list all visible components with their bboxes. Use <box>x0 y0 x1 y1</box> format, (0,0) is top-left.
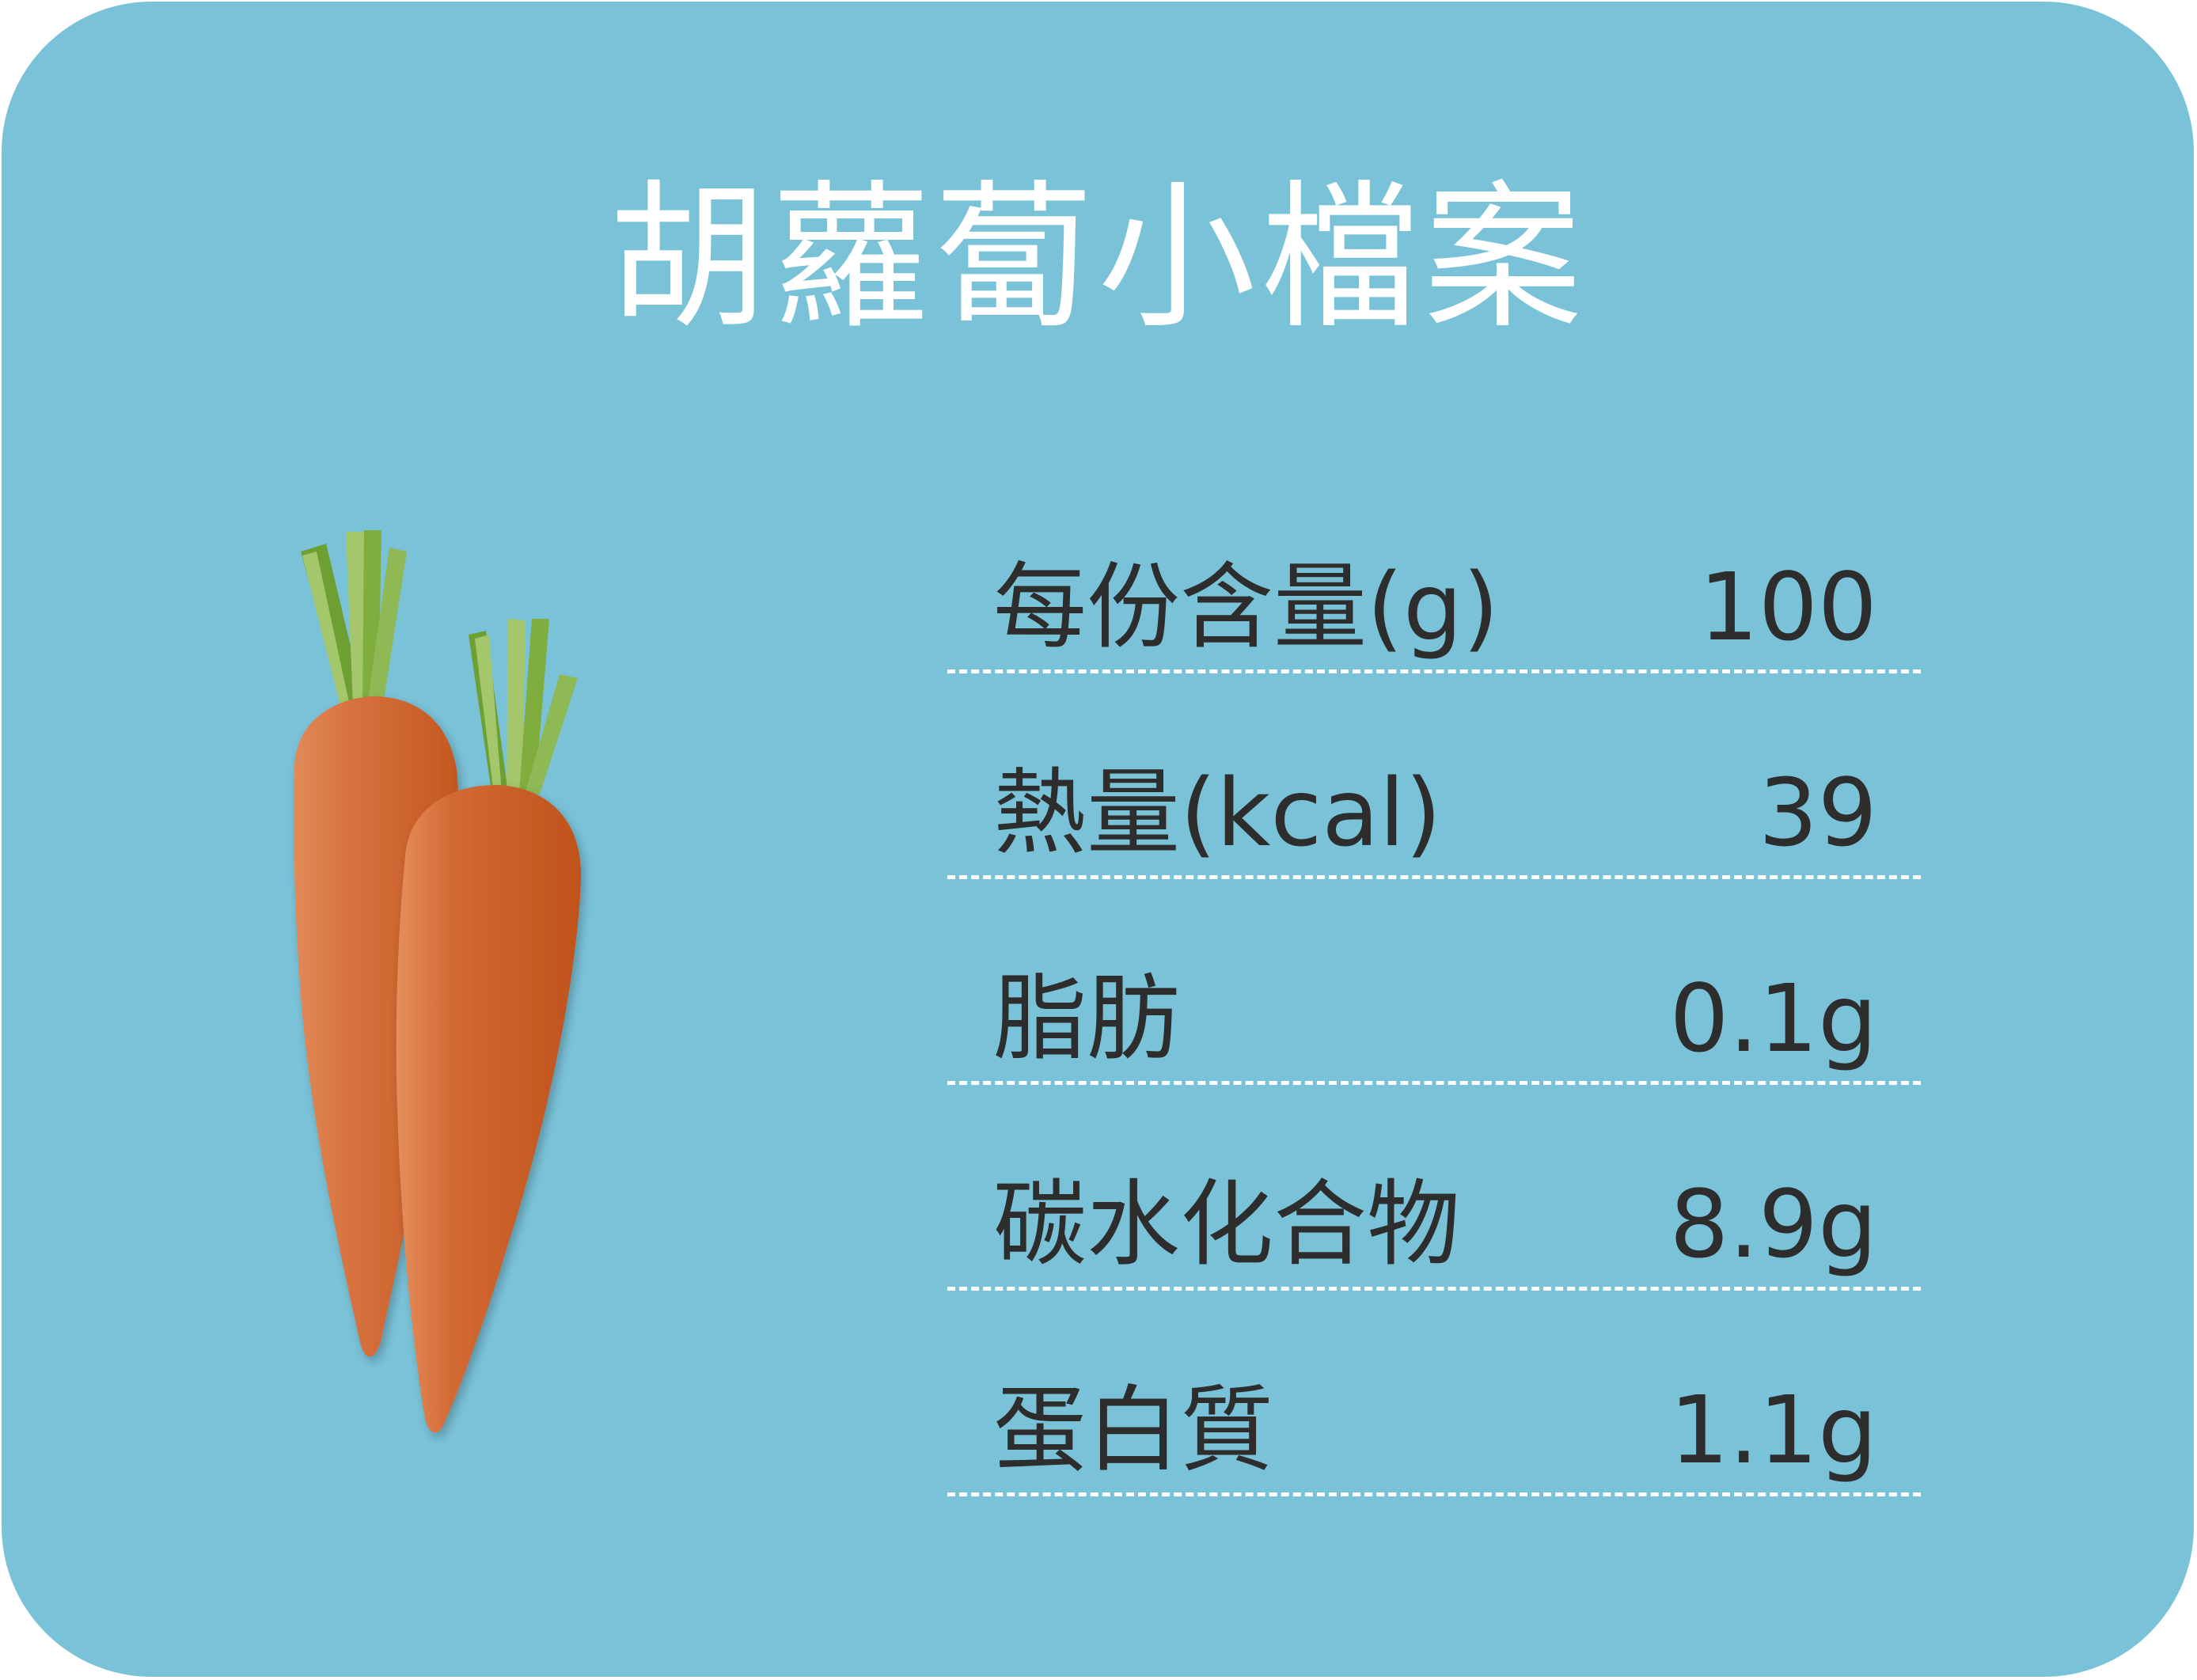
back-carrot-leaves <box>301 530 407 710</box>
nutrition-label: 每份含量(g) <box>993 552 1499 662</box>
nutrition-value: 0.1g <box>1669 964 1877 1073</box>
dashed-divider <box>947 1287 1921 1291</box>
nutrition-row-carbohydrate: 碳水化合物 8.9g <box>947 1133 1921 1339</box>
carrot-illustration <box>294 530 582 1433</box>
nutrition-table: 每份含量(g) 100 熱量(kcal) 39 脂肪 0.1g 碳水化合物 8.… <box>947 516 1921 1545</box>
dashed-divider <box>947 875 1921 879</box>
nutrition-row-protein: 蛋白質 1.1g <box>947 1339 1921 1545</box>
nutrition-label: 蛋白質 <box>993 1375 1274 1485</box>
nutrition-value: 100 <box>1698 552 1877 662</box>
dashed-divider <box>947 669 1921 673</box>
front-carrot-body <box>396 785 582 1433</box>
nutrition-row-serving: 每份含量(g) 100 <box>947 516 1921 722</box>
nutrition-row-calories: 熱量(kcal) 39 <box>947 722 1921 927</box>
nutrition-label: 熱量(kcal) <box>993 758 1442 867</box>
nutrition-label: 脂肪 <box>993 964 1181 1073</box>
nutrition-value: 1.1g <box>1669 1375 1877 1485</box>
dashed-divider <box>947 1081 1921 1085</box>
nutrition-row-fat: 脂肪 0.1g <box>947 927 1921 1133</box>
nutrition-value: 39 <box>1758 758 1877 867</box>
dashed-divider <box>947 1492 1921 1496</box>
card-title: 胡蘿蔔小檔案 <box>608 166 1587 351</box>
front-carrot-leaves <box>469 619 578 797</box>
nutrition-label: 碳水化合物 <box>993 1170 1461 1279</box>
nutrition-value: 8.9g <box>1669 1170 1877 1279</box>
